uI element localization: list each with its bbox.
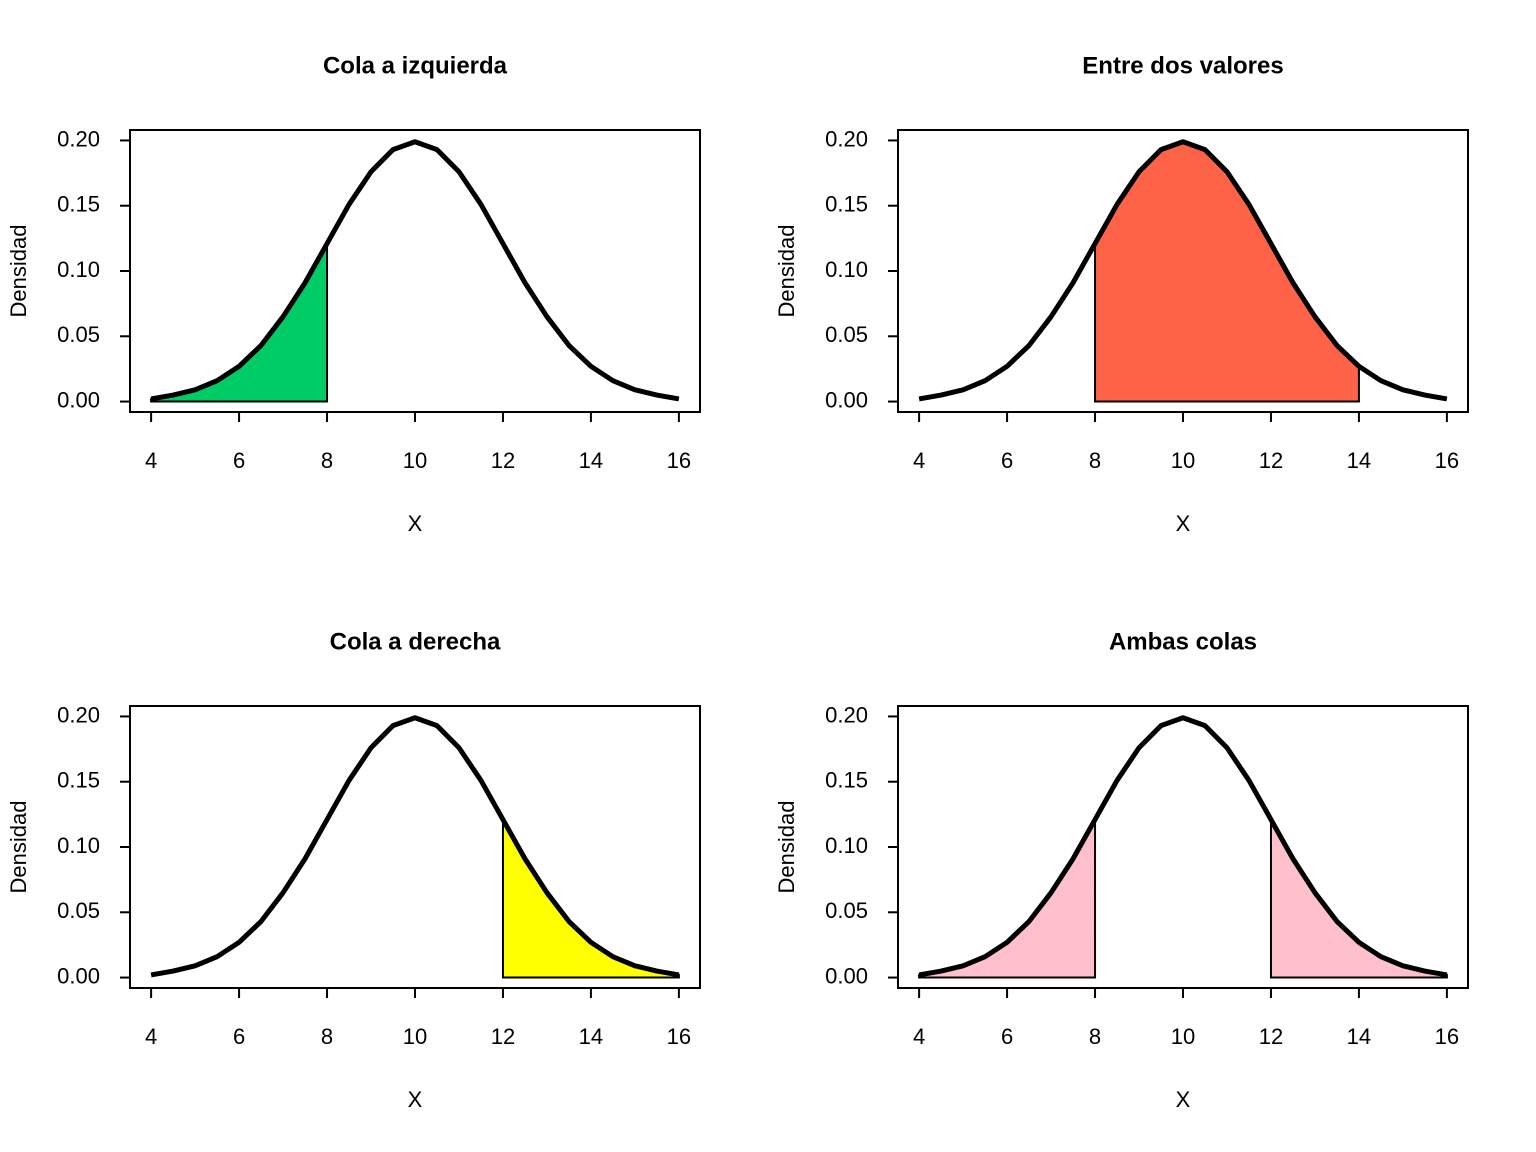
x-tick-label: 4	[913, 1024, 925, 1049]
y-tick-label: 0.15	[825, 192, 868, 217]
panel-title: Entre dos valores	[1082, 52, 1283, 79]
y-tick-label: 0.20	[57, 702, 100, 727]
plot-frame	[129, 129, 701, 413]
panel-title: Ambas colas	[1109, 628, 1257, 655]
x-tick-label: 16	[1435, 448, 1459, 473]
x-tick-label: 4	[913, 448, 925, 473]
y-tick-label: 0.20	[825, 126, 868, 151]
x-tick-label: 14	[1347, 1024, 1371, 1049]
y-axis-label: Densidad	[6, 801, 31, 894]
panel-title: Cola a izquierda	[323, 52, 508, 79]
shaded-area	[150, 239, 329, 403]
x-tick-label: 8	[321, 1024, 333, 1049]
panel-title: Cola a derecha	[330, 628, 501, 655]
x-tick-label: 14	[1347, 448, 1371, 473]
y-tick-label: 0.15	[57, 192, 100, 217]
x-tick-label: 6	[233, 1024, 245, 1049]
x-axis-label: X	[1176, 511, 1191, 536]
y-tick-label: 0.20	[57, 126, 100, 151]
x-tick-label: 8	[1089, 1024, 1101, 1049]
x-tick-label: 10	[403, 448, 427, 473]
x-axis-label: X	[408, 511, 423, 536]
x-tick-label: 4	[145, 1024, 157, 1049]
y-tick-label: 0.05	[57, 322, 100, 347]
y-tick-label: 0.15	[825, 768, 868, 793]
shaded-area	[501, 815, 680, 979]
plot-frame	[129, 705, 701, 989]
x-tick-label: 16	[667, 448, 691, 473]
y-tick-label: 0.10	[825, 833, 868, 858]
x-tick-label: 10	[1171, 448, 1195, 473]
density-curve	[150, 139, 680, 402]
y-tick-label: 0.00	[825, 963, 868, 988]
x-tick-label: 12	[491, 1024, 515, 1049]
y-axis-label: Densidad	[774, 225, 799, 318]
x-tick-label: 14	[579, 448, 603, 473]
y-tick-label: 0.05	[825, 322, 868, 347]
density-curve	[918, 715, 1448, 978]
x-tick-label: 12	[491, 448, 515, 473]
x-tick-label: 12	[1259, 1024, 1283, 1049]
x-tick-label: 10	[403, 1024, 427, 1049]
x-tick-label: 8	[1089, 448, 1101, 473]
y-axis-label: Densidad	[6, 225, 31, 318]
plot-frame	[897, 705, 1469, 989]
x-tick-label: 6	[1001, 448, 1013, 473]
y-tick-label: 0.05	[825, 898, 868, 923]
y-tick-label: 0.00	[57, 963, 100, 988]
x-tick-label: 14	[579, 1024, 603, 1049]
x-tick-label: 6	[1001, 1024, 1013, 1049]
y-axis-label: Densidad	[774, 801, 799, 894]
y-tick-label: 0.10	[825, 257, 868, 282]
y-tick-label: 0.05	[57, 898, 100, 923]
y-tick-label: 0.15	[57, 768, 100, 793]
y-tick-label: 0.20	[825, 702, 868, 727]
x-tick-label: 16	[667, 1024, 691, 1049]
density-curve	[918, 139, 1448, 402]
y-tick-label: 0.10	[57, 257, 100, 282]
y-tick-label: 0.10	[57, 833, 100, 858]
x-axis-label: X	[1176, 1087, 1191, 1112]
x-tick-label: 10	[1171, 1024, 1195, 1049]
x-tick-label: 12	[1259, 448, 1283, 473]
x-tick-label: 6	[233, 448, 245, 473]
shaded-area	[1269, 815, 1448, 979]
y-tick-label: 0.00	[825, 387, 868, 412]
x-axis-label: X	[408, 1087, 423, 1112]
x-tick-label: 16	[1435, 1024, 1459, 1049]
x-tick-label: 8	[321, 448, 333, 473]
y-tick-label: 0.00	[57, 387, 100, 412]
shaded-area	[918, 815, 1097, 979]
x-tick-label: 4	[145, 448, 157, 473]
density-curve	[150, 715, 680, 978]
